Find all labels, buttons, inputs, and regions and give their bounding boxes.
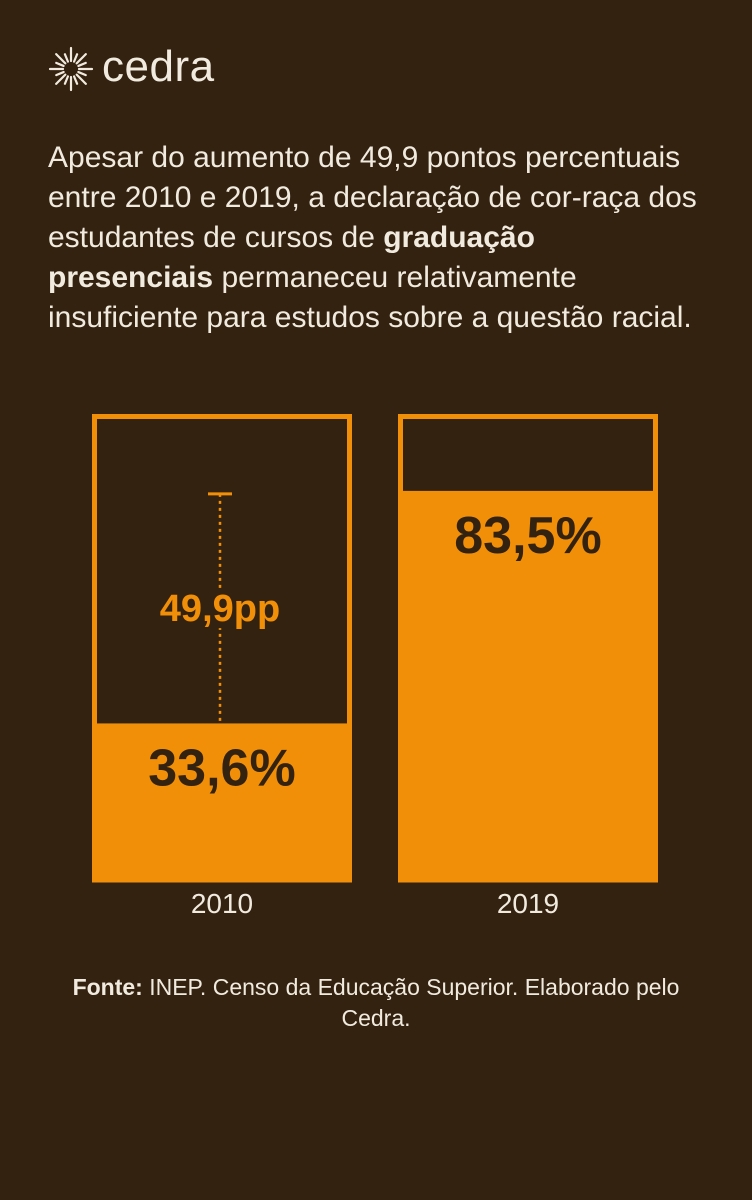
bar-2010	[92, 723, 352, 880]
bar-chart: 33,6% 2010 83,5% 2019 49,9pp	[92, 414, 658, 919]
intro-text-start: Apesar do aumento de 49,9 pontos percent…	[48, 141, 697, 254]
logo-ray	[75, 53, 87, 65]
logo-ray	[55, 73, 67, 85]
logo-ray	[75, 73, 87, 85]
intro-text: Apesar do aumento de 49,9 pontos percent…	[48, 138, 708, 338]
difference-label: 49,9pp	[160, 588, 280, 630]
bar-2019	[398, 490, 658, 880]
brand-name: cedra	[102, 42, 215, 91]
logo-ray	[72, 53, 79, 63]
difference-label-bg	[157, 590, 283, 629]
intro-text-emphasis: graduação presenciais	[48, 221, 535, 294]
value-label-2010: 33,6%	[148, 739, 295, 797]
category-label-2019: 2019	[497, 888, 559, 919]
logo-ray	[55, 53, 67, 65]
sunburst-logo-icon	[48, 46, 94, 92]
intro-text-end: permaneceu relativamente insuficiente pa…	[48, 261, 692, 334]
logo-ray	[63, 53, 70, 63]
logo-ray	[77, 70, 87, 77]
brand-logo: cedra	[48, 44, 215, 94]
source-label: Fonte:	[72, 974, 143, 1000]
logo-ray	[63, 75, 70, 85]
logo-ray	[55, 61, 65, 68]
logo-ray	[72, 75, 79, 85]
logo-ray	[55, 70, 65, 77]
source-text: INEP. Censo da Educação Superior. Elabor…	[142, 974, 680, 1031]
value-label-2019: 83,5%	[454, 507, 601, 565]
source-note: Fonte: INEP. Censo da Educação Superior.…	[40, 972, 712, 1034]
category-label-2010: 2010	[191, 888, 253, 919]
logo-ray	[77, 61, 87, 68]
